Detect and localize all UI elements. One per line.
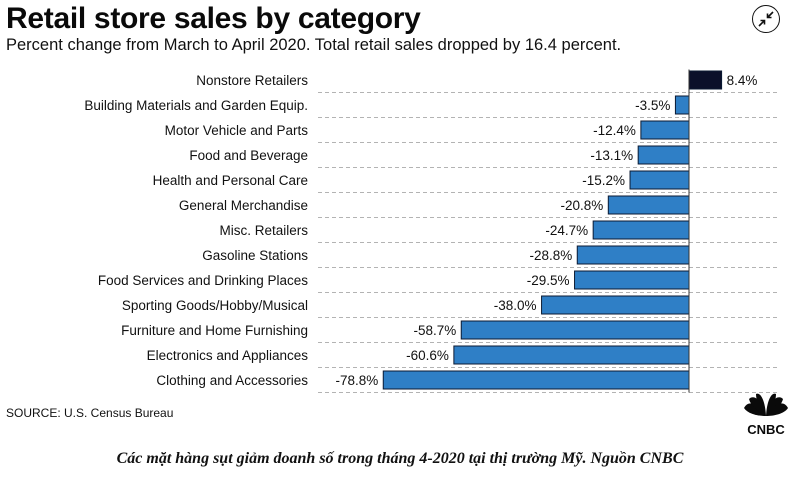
collapse-arrows-icon [758,11,774,27]
bar [576,245,690,265]
expand-button[interactable] [752,5,780,33]
category-label: Nonstore Retailers [196,73,308,88]
value-label: -3.5% [635,98,670,113]
category-label: Building Materials and Garden Equip. [84,98,308,113]
value-label: 8.4% [727,73,758,88]
category-label: General Merchandise [179,198,308,213]
value-label: -29.5% [527,273,570,288]
image-caption: Các mặt hàng sụt giảm doanh số trong thá… [116,450,684,467]
category-label: Clothing and Accessories [156,373,308,388]
value-label: -78.8% [335,373,378,388]
value-label: -58.7% [413,323,456,338]
category-label: Food and Beverage [189,148,308,163]
bar [592,220,690,240]
value-label: -13.1% [590,148,633,163]
bar [637,145,690,165]
value-label: -20.8% [561,198,604,213]
bar-chart: Nonstore Retailers 8.4% Building Materials… [84,69,780,393]
category-label: Health and Personal Care [153,173,308,188]
category-label: Misc. Retailers [219,223,308,238]
bar [382,370,690,390]
bar [640,120,690,140]
category-label: Electronics and Appliances [147,348,309,363]
chart-title: Retail store sales by category [6,2,421,35]
category-label: Furniture and Home Furnishing [121,323,308,338]
category-label: Sporting Goods/Hobby/Musical [122,298,308,313]
bar [629,170,690,190]
value-label: -12.4% [593,123,636,138]
cnbc-logo: CNBC [744,393,788,437]
bar [453,345,690,365]
chart-subtitle: Percent change from March to April 2020.… [6,36,622,54]
value-label: -38.0% [494,298,537,313]
value-label: -28.8% [529,248,572,263]
value-label: -15.2% [582,173,625,188]
bar [607,195,690,215]
bar [541,295,690,315]
logo-text: CNBC [747,422,785,437]
value-label: -60.6% [406,348,449,363]
source-note: SOURCE: U.S. Census Bureau [6,406,174,420]
bar [460,320,690,340]
category-label: Gasoline Stations [202,248,308,263]
value-label: -24.7% [545,223,588,238]
category-label: Motor Vehicle and Parts [165,123,309,138]
bar [674,95,690,115]
category-label: Food Services and Drinking Places [98,273,308,288]
bar [688,70,723,90]
bar [574,270,690,290]
